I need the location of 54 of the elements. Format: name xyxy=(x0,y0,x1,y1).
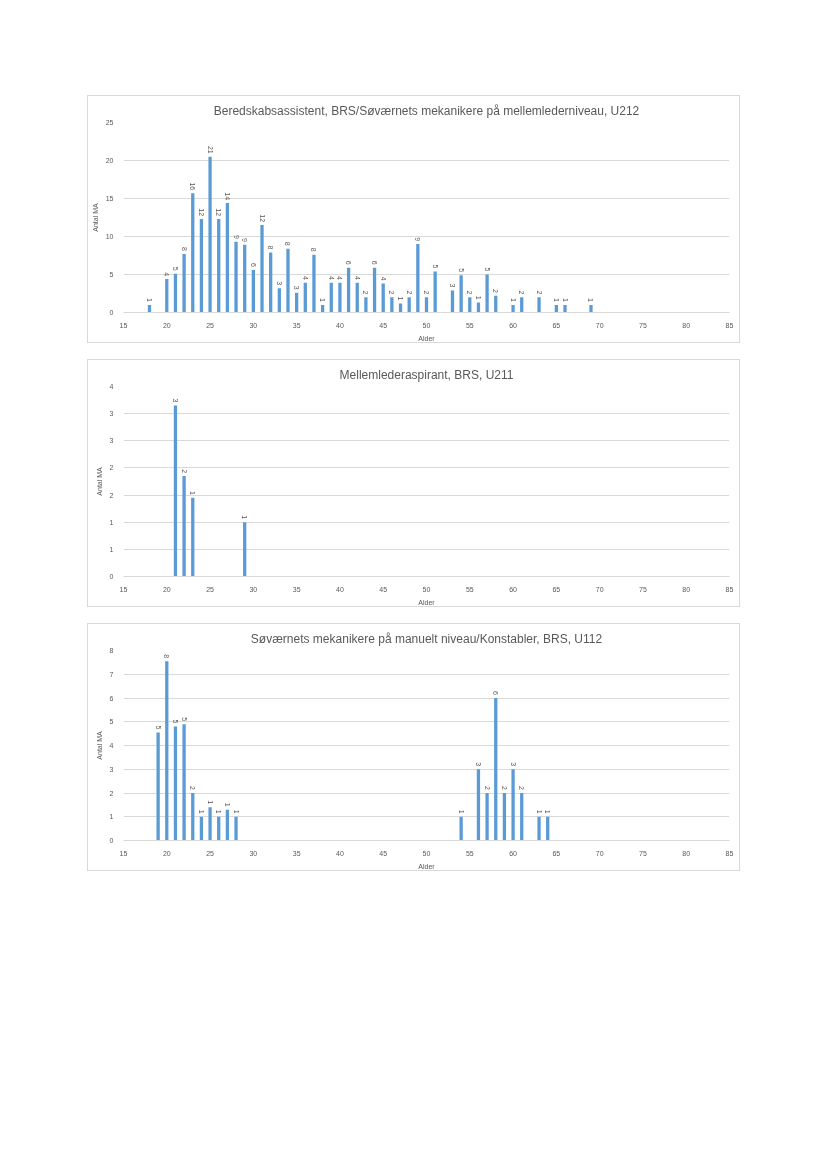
bar xyxy=(398,303,403,313)
bar xyxy=(364,297,368,313)
bar xyxy=(191,193,195,313)
bar xyxy=(537,297,541,313)
bar xyxy=(286,248,290,313)
bar xyxy=(234,241,238,313)
bar xyxy=(182,253,186,313)
bar xyxy=(537,816,541,841)
bar xyxy=(269,252,273,313)
bar xyxy=(459,275,463,313)
bar xyxy=(511,769,515,841)
bar xyxy=(407,297,411,313)
bar xyxy=(277,288,281,313)
bar xyxy=(260,225,264,313)
bar xyxy=(191,497,195,577)
bar xyxy=(494,698,498,841)
bar xyxy=(433,271,437,313)
bar xyxy=(234,816,238,841)
bar xyxy=(520,297,524,313)
bar xyxy=(416,244,420,313)
bar xyxy=(390,297,394,313)
bar xyxy=(165,661,169,841)
bar xyxy=(243,522,247,577)
bar xyxy=(251,269,255,313)
bar xyxy=(338,282,342,313)
bar xyxy=(182,476,186,577)
bar xyxy=(312,254,316,313)
bar xyxy=(424,297,429,313)
bar xyxy=(165,279,169,313)
chart-title: Beredskabsassistent, BRS/Søværnets mekanikere på mellemlederniveau, U212 xyxy=(213,103,640,118)
bar xyxy=(217,219,221,313)
bar xyxy=(173,405,178,577)
chart-title: Søværnets mekanikere på manuelt niveau/Konstabler, BRS, U112 xyxy=(250,631,603,646)
bar xyxy=(208,156,212,313)
bar xyxy=(459,816,463,841)
bar xyxy=(563,304,567,313)
bar xyxy=(191,793,195,841)
bar xyxy=(450,290,455,313)
bar xyxy=(589,304,593,313)
bar xyxy=(485,274,489,313)
bar xyxy=(485,793,489,841)
bar xyxy=(182,724,186,841)
bar xyxy=(199,219,204,313)
bar xyxy=(156,732,160,841)
bar xyxy=(502,793,507,841)
bar xyxy=(520,793,524,841)
chart-title: Mellemlederaspirant, BRS, U211 xyxy=(339,367,514,382)
bar xyxy=(476,769,481,841)
bar xyxy=(225,203,230,313)
bar xyxy=(468,297,472,313)
bar xyxy=(243,244,247,313)
bar xyxy=(173,726,178,841)
bar xyxy=(208,807,212,841)
bar xyxy=(511,304,515,313)
